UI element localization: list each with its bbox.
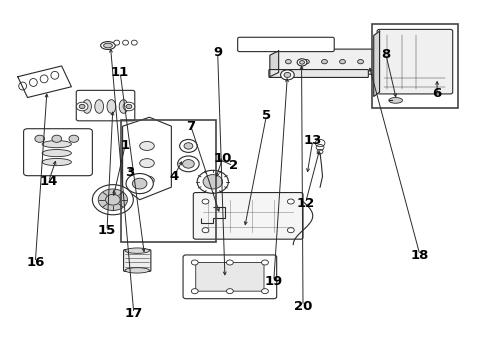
Circle shape: [303, 59, 309, 64]
Circle shape: [69, 135, 79, 142]
Text: 13: 13: [303, 134, 321, 147]
Circle shape: [287, 228, 294, 233]
Ellipse shape: [51, 71, 59, 79]
Circle shape: [261, 289, 268, 294]
Circle shape: [179, 139, 197, 152]
Polygon shape: [269, 51, 278, 77]
Text: 20: 20: [293, 300, 311, 313]
Ellipse shape: [107, 100, 116, 113]
Ellipse shape: [122, 40, 128, 45]
Ellipse shape: [42, 149, 71, 157]
FancyBboxPatch shape: [276, 49, 378, 74]
Circle shape: [123, 102, 135, 111]
Text: 2: 2: [228, 159, 237, 172]
Ellipse shape: [19, 82, 26, 90]
Circle shape: [182, 159, 194, 168]
Circle shape: [52, 135, 61, 142]
Circle shape: [226, 289, 233, 294]
FancyBboxPatch shape: [183, 255, 276, 299]
Ellipse shape: [114, 40, 120, 45]
Polygon shape: [18, 66, 71, 98]
FancyBboxPatch shape: [76, 90, 135, 121]
Circle shape: [321, 59, 327, 64]
Ellipse shape: [125, 248, 149, 253]
Ellipse shape: [140, 176, 154, 185]
Circle shape: [79, 104, 85, 109]
Circle shape: [284, 72, 290, 77]
Circle shape: [357, 59, 363, 64]
Text: 19: 19: [264, 275, 282, 288]
Circle shape: [285, 59, 291, 64]
Text: 9: 9: [213, 46, 222, 59]
Text: 15: 15: [98, 224, 116, 238]
Circle shape: [202, 228, 208, 233]
Text: 6: 6: [431, 87, 441, 100]
Polygon shape: [373, 31, 379, 96]
Text: 16: 16: [26, 256, 44, 269]
Circle shape: [183, 143, 192, 149]
Text: 8: 8: [381, 48, 390, 61]
Circle shape: [105, 194, 120, 205]
FancyBboxPatch shape: [237, 37, 333, 51]
Circle shape: [226, 260, 233, 265]
Circle shape: [297, 59, 306, 66]
Circle shape: [287, 199, 294, 204]
Text: 5: 5: [262, 109, 270, 122]
Bar: [371, 24, 457, 108]
Ellipse shape: [42, 158, 71, 166]
Polygon shape: [122, 117, 171, 200]
Circle shape: [126, 104, 132, 109]
Text: 14: 14: [39, 175, 58, 188]
Text: 7: 7: [186, 120, 195, 133]
Circle shape: [132, 178, 147, 189]
Circle shape: [191, 289, 198, 294]
Ellipse shape: [125, 268, 149, 273]
Circle shape: [202, 199, 208, 204]
Circle shape: [126, 174, 153, 194]
Ellipse shape: [103, 43, 112, 48]
Circle shape: [177, 156, 199, 172]
Ellipse shape: [95, 100, 103, 113]
Circle shape: [191, 260, 198, 265]
Ellipse shape: [119, 100, 128, 113]
Text: 10: 10: [213, 152, 231, 165]
FancyBboxPatch shape: [193, 193, 303, 239]
FancyBboxPatch shape: [268, 69, 367, 77]
Ellipse shape: [40, 75, 48, 83]
Text: 17: 17: [124, 307, 142, 320]
Text: 12: 12: [296, 197, 314, 210]
Circle shape: [35, 135, 44, 142]
Ellipse shape: [140, 141, 154, 150]
Text: 11: 11: [111, 66, 129, 79]
Circle shape: [92, 185, 133, 215]
FancyBboxPatch shape: [195, 262, 264, 291]
FancyBboxPatch shape: [376, 30, 452, 94]
Ellipse shape: [388, 98, 402, 103]
Ellipse shape: [101, 41, 115, 49]
Circle shape: [76, 102, 88, 111]
Ellipse shape: [42, 140, 71, 148]
Circle shape: [261, 260, 268, 265]
FancyBboxPatch shape: [23, 129, 92, 176]
Ellipse shape: [82, 100, 91, 113]
Bar: [121, 120, 216, 242]
Circle shape: [197, 170, 228, 193]
Circle shape: [339, 59, 345, 64]
Ellipse shape: [140, 159, 154, 168]
Text: 3: 3: [125, 166, 134, 179]
Circle shape: [299, 60, 304, 64]
Circle shape: [98, 189, 127, 211]
Circle shape: [280, 70, 294, 80]
Ellipse shape: [29, 78, 37, 86]
Text: 1: 1: [120, 139, 129, 152]
Circle shape: [203, 175, 222, 189]
Text: 18: 18: [410, 249, 428, 262]
Text: 4: 4: [169, 170, 178, 183]
FancyBboxPatch shape: [123, 249, 151, 271]
Ellipse shape: [131, 40, 137, 45]
